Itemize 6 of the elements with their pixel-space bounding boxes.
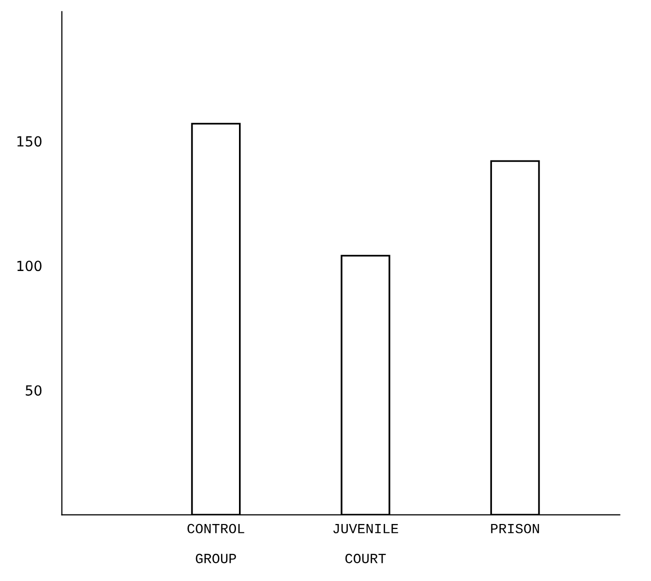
category-label: CONTROL GROUP [187, 524, 244, 564]
y-tick-label: 50 [26, 385, 42, 396]
y-tick-label: 100 [17, 260, 42, 272]
category-label: JUVENILE COURT [333, 524, 398, 564]
x-tick-label: PRISON [491, 524, 539, 534]
y-tick-label: 150 [17, 136, 42, 147]
